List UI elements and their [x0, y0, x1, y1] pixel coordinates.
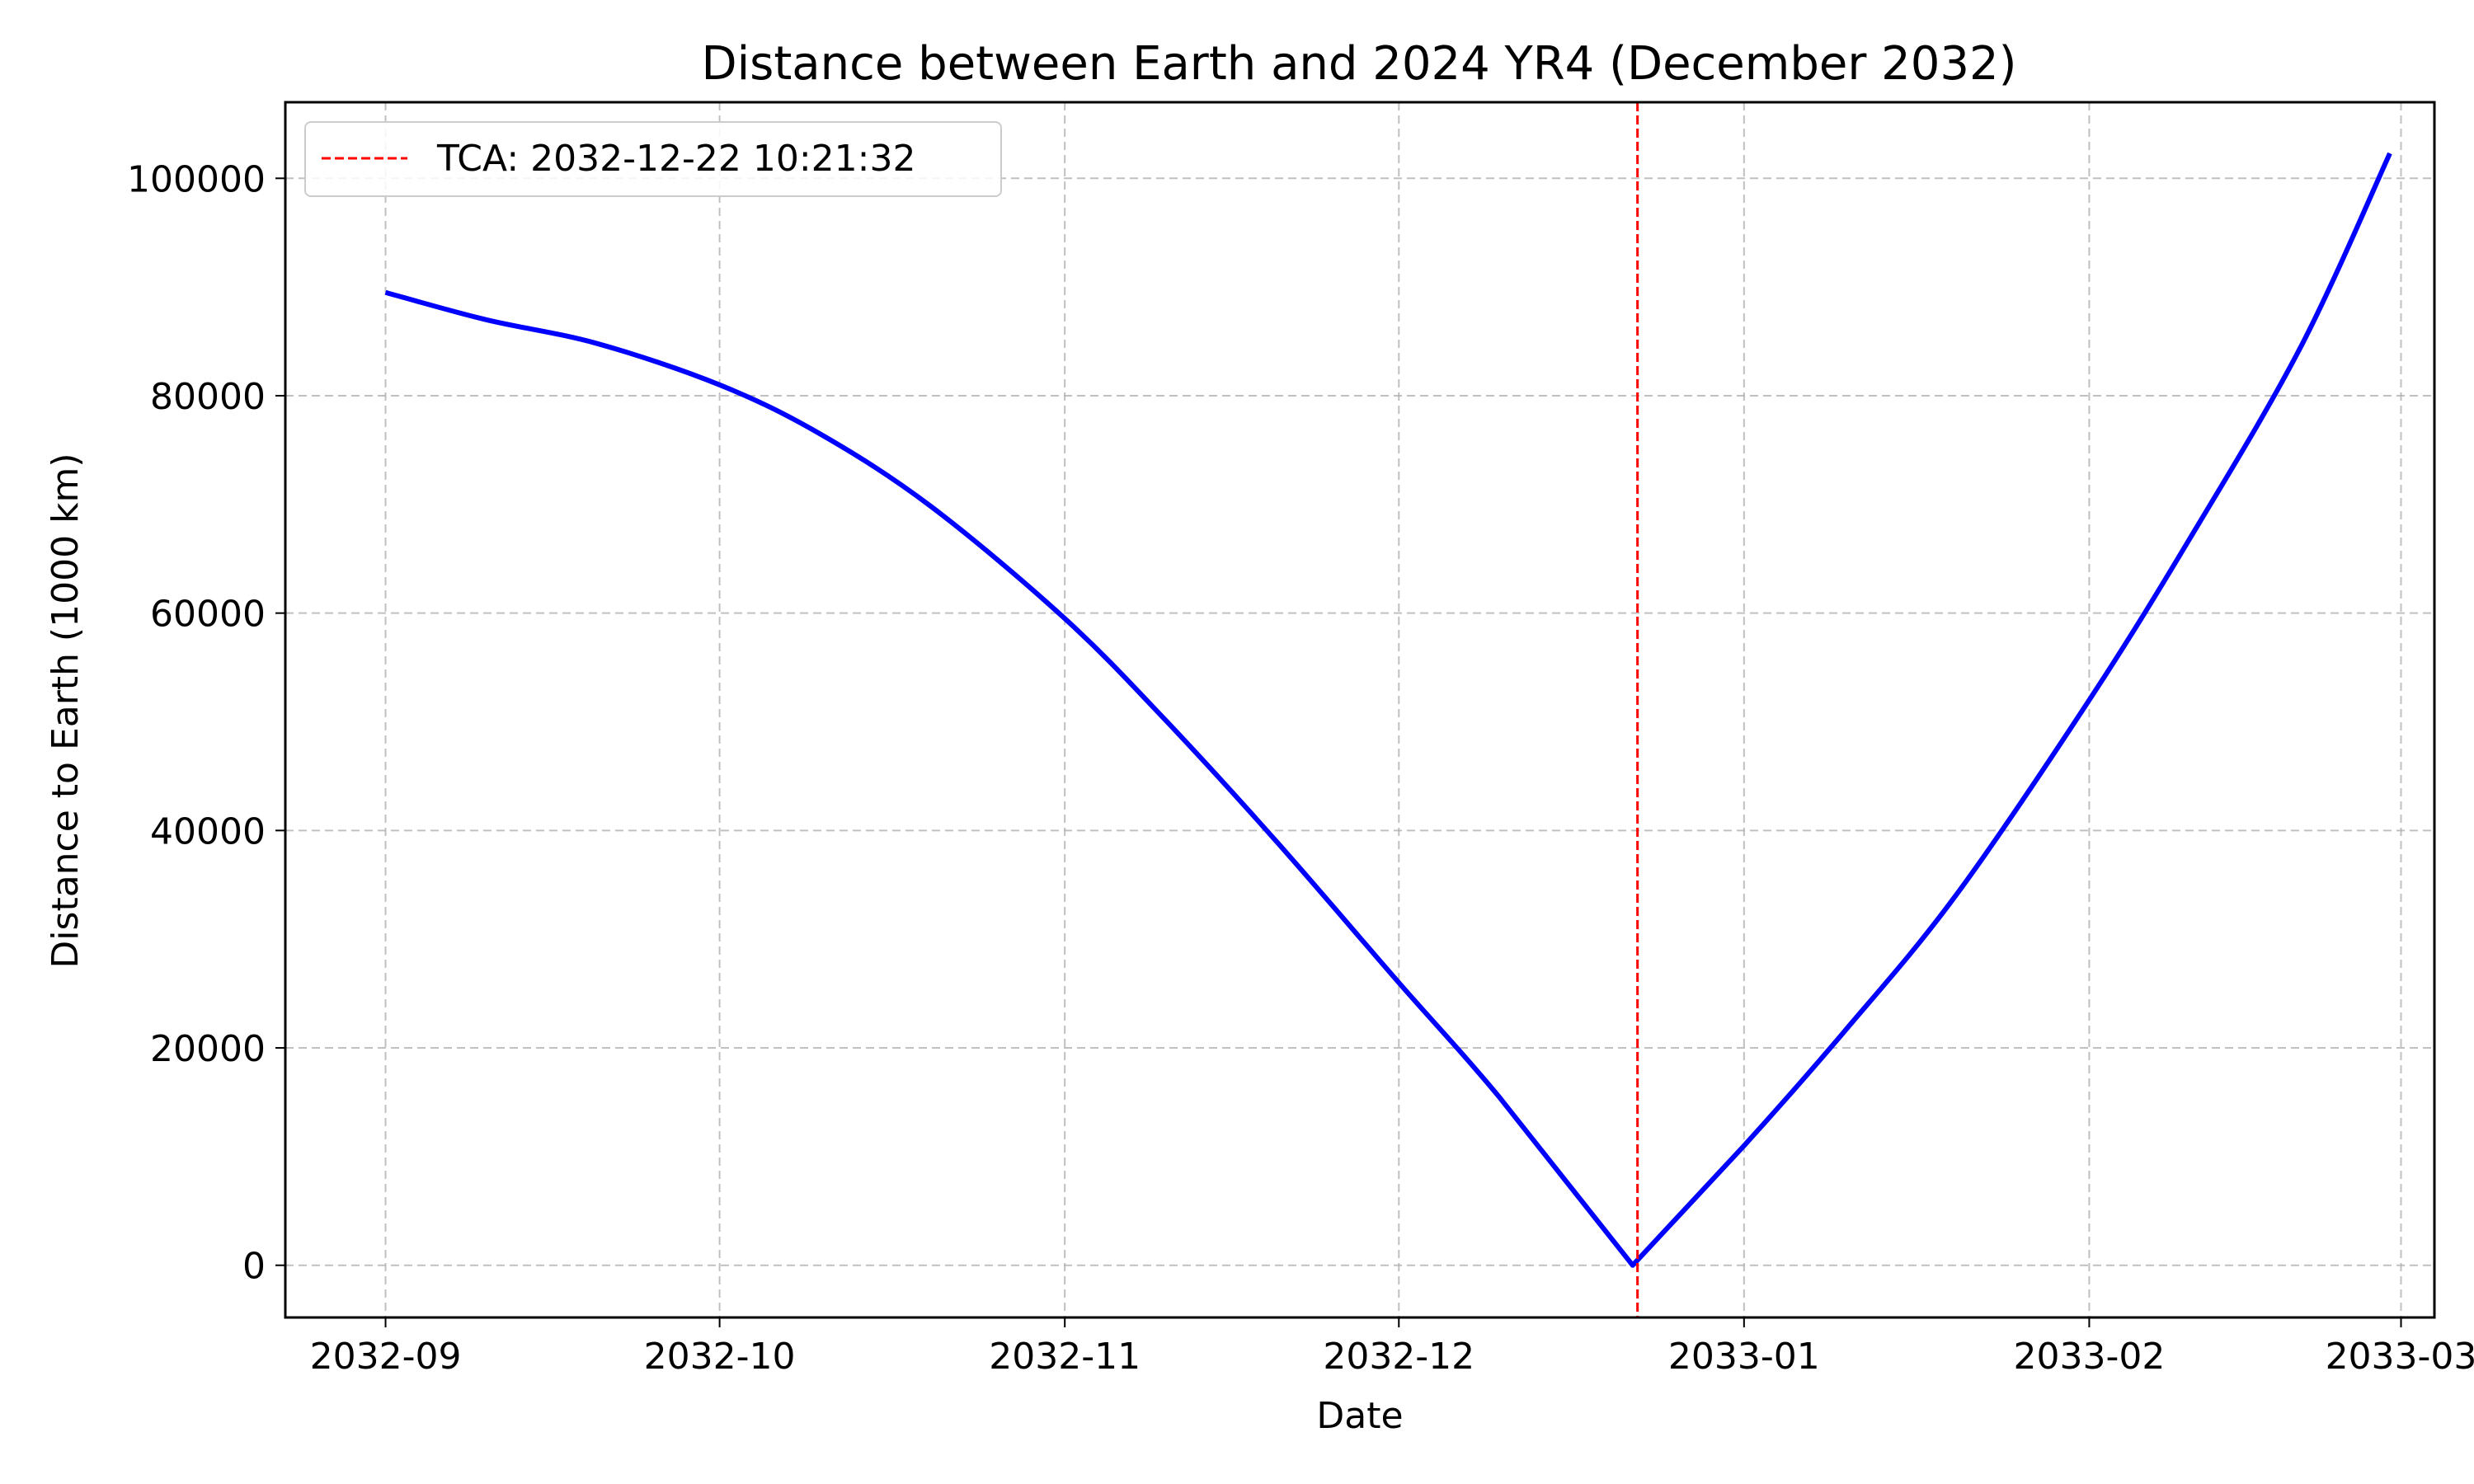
x-tick-label: 2033-02	[2013, 1336, 2165, 1378]
series-layer	[384, 102, 2392, 1317]
chart-title: Distance between Earth and 2024 YR4 (Dec…	[701, 37, 2016, 91]
x-tick-label: 2032-09	[310, 1336, 462, 1378]
y-tick-label: 100000	[127, 158, 266, 200]
x-tick-label: 2032-10	[644, 1336, 796, 1378]
x-axis-ticks: 2032-09 2032-10 2032-11 2032-12 2033-01 2033-…	[310, 1317, 2474, 1378]
x-axis-label: Date	[1316, 1395, 1403, 1437]
y-tick-label: 80000	[150, 376, 266, 418]
y-tick-label: 20000	[150, 1028, 266, 1070]
plot-frame	[284, 101, 2436, 1319]
y-axis-label: Distance to Earth (1000 km)	[45, 453, 87, 968]
y-tick-label: 60000	[150, 594, 266, 636]
legend-tca-label: TCA: 2032-12-22 10:21:32	[436, 138, 915, 180]
x-tick-label: 2033-01	[1668, 1336, 1820, 1378]
legend-box	[304, 121, 1002, 197]
y-axis-ticks: 0 20000 40000 60000 80000 100000	[127, 158, 285, 1288]
x-tick-label: 2032-11	[989, 1336, 1141, 1378]
legend: TCA: 2032-12-22 10:21:32	[304, 121, 1002, 197]
grid	[285, 102, 2434, 1317]
x-tick-label: 2032-12	[1323, 1336, 1475, 1378]
y-tick-label: 40000	[150, 810, 266, 852]
x-tick-label: 2033-03	[2326, 1336, 2474, 1378]
y-tick-label: 0	[242, 1246, 266, 1288]
distance-series-line	[384, 152, 2392, 1268]
